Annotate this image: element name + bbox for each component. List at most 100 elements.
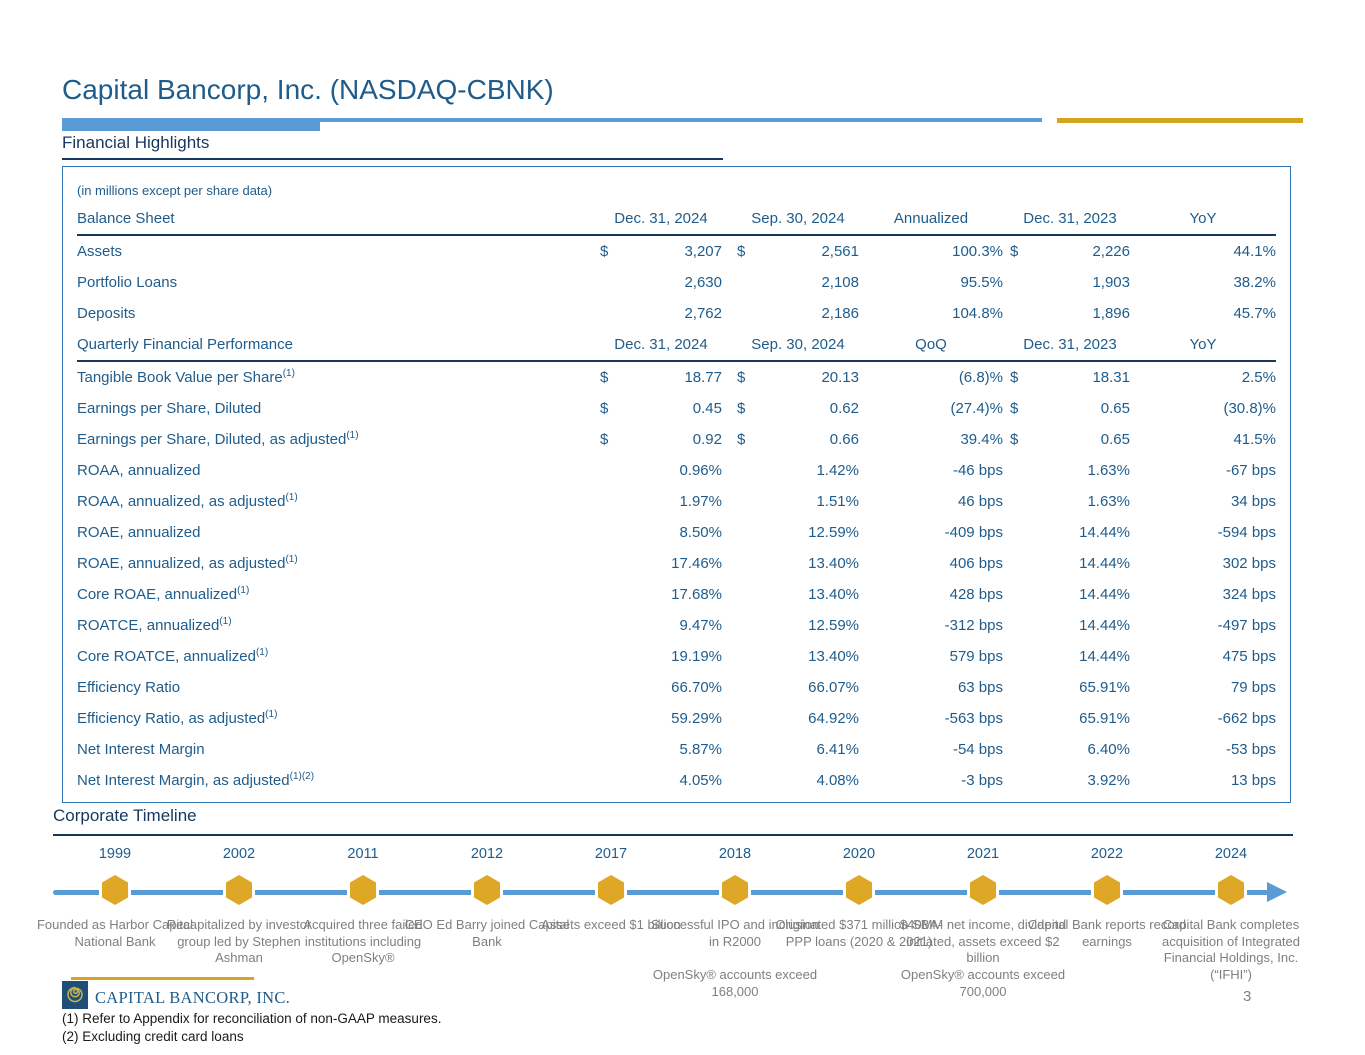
row-label: Net Interest Margin [77,741,205,758]
cell-value: 3.92% [1087,772,1130,789]
dollar-sign: $ [737,243,746,260]
table-row: Efficiency Ratio 66.70% 66.07% 63 bps 65.91%… [77,672,1276,703]
dollar-sign: $ [1010,400,1019,417]
cell-value: (27.4)% [950,400,1003,417]
cell-value: 2.5% [1241,369,1276,386]
cell-value: 12.59% [808,524,859,541]
cell-value: 13 bps [1230,772,1276,789]
cell-value: 2,762 [684,305,722,322]
cell-value: 3,207 [684,243,722,260]
table-section-header: Quarterly Financial Performance Dec. 31, … [77,329,1276,362]
column-header: Sep. 30, 2024 [751,210,845,227]
row-label: Core ROAE, annualized(1) [77,585,250,604]
table-row: ROAA, annualized 0.96% 1.42% -46 bps 1.63% -6… [77,455,1276,486]
row-label: Efficiency Ratio, as adjusted(1) [77,709,278,728]
cell-value: 17.46% [671,555,722,572]
cell-value: (6.8)% [958,369,1003,386]
column-header: YoY [1189,210,1217,227]
cell-value: -67 bps [1225,462,1276,479]
cell-value: 66.70% [671,679,722,696]
cell-value: 0.62 [829,400,859,417]
cell-value: 428 bps [949,586,1003,603]
cell-value: 4.08% [816,772,859,789]
cell-value: 2,226 [1092,243,1130,260]
table-row: Tangible Book Value per Share(1) $18.77 $2… [77,362,1276,393]
footnote-marker: (1) [219,616,232,627]
table-row: Assets $3,207 $2,561 100.3% $2,226 44.1% [77,236,1276,267]
cell-value: 59.29% [671,710,722,727]
timeline-event-description: $40MM net income, dividend initiated, as… [899,917,1067,999]
timeline-event: 2012 CEO Ed Barry joined Capital Bank [405,846,570,1000]
cell-value: -662 bps [1217,710,1276,727]
row-label: Core ROATCE, annualized(1) [77,647,269,666]
cell-value: 1.97% [679,493,722,510]
timeline-arrow-icon [1267,882,1287,902]
cell-value: 0.92 [692,431,722,448]
timeline-event: 2018 Successful IPO and inclusion in R200… [651,846,819,1000]
hexagon-fill [598,875,624,905]
cell-value: 0.96% [679,462,722,479]
timeline-year: 1999 [98,846,132,862]
hexagon-fill [102,875,128,905]
timeline-marker-hexagon-icon [99,872,131,908]
row-label: ROAE, annualized [77,524,201,541]
cell-value: 2,186 [821,305,859,322]
cell-value: 12.59% [808,617,859,634]
cell-value: 104.8% [952,305,1003,322]
page-title: Capital Bancorp, Inc. (NASDAQ-CBNK) [62,74,554,105]
cell-value: 2,108 [821,274,859,291]
cell-value: 79 bps [1230,679,1276,696]
dollar-sign: $ [600,400,609,417]
footnote-marker: (1) [237,585,250,596]
cell-value: 20.13 [821,369,859,386]
cell-value: 6.40% [1087,741,1130,758]
cell-value: 63 bps [957,679,1003,696]
timeline-marker-hexagon-icon [843,872,875,908]
cell-value: 39.4% [960,431,1003,448]
timeline-line [53,890,1269,895]
cell-value: -46 bps [952,462,1003,479]
timeline-event-description: Founded as Harbor Capital National Bank [36,917,194,949]
table-row: Portfolio Loans 2,630 2,108 95.5% 1,903 38.2% [77,267,1276,298]
cell-value: 66.07% [808,679,859,696]
cell-value: 65.91% [1079,679,1130,696]
timeline-year: 2024 [1214,846,1248,862]
timeline-year: 2022 [1090,846,1124,862]
row-label: Portfolio Loans [77,274,178,291]
timeline-marker-hexagon-icon [967,872,999,908]
table-row: ROAA, annualized, as adjusted(1) 1.97% 1.5… [77,486,1276,517]
cell-value: 13.40% [808,586,859,603]
dollar-sign: $ [1010,431,1019,448]
hexagon-fill [1218,875,1244,905]
hexagon-fill [350,875,376,905]
timeline-event: 2020 Originated $371 million SBA-PPP loan… [776,846,943,1000]
timeline-marker-hexagon-icon [347,872,379,908]
timeline-year: 2002 [222,846,256,862]
cell-value: 41.5% [1233,431,1276,448]
cell-value: -54 bps [952,741,1003,758]
financial-highlights-heading: Financial Highlights [62,133,723,160]
cell-value: 579 bps [949,648,1003,665]
cell-value: 0.45 [692,400,722,417]
row-label: Earnings per Share, Diluted, as adjusted… [77,430,359,449]
top-accent-bar-thick [62,118,320,131]
timeline-event-description: Successful IPO and inclusion in R2000 Op… [650,917,820,999]
cell-value: 18.31 [1092,369,1130,386]
column-header: Dec. 31, 2024 [614,336,708,353]
logo-text: CAPITAL BANCORP, INC. [95,988,291,1007]
column-header: Dec. 31, 2023 [1023,336,1117,353]
dollar-sign: $ [737,400,746,417]
row-label: Efficiency Ratio [77,679,181,696]
timeline-event-description: Originated $371 million SBA-PPP loans (2… [775,917,943,949]
timeline-event: 2022 Capital Bank reports record earnings [1028,846,1186,1000]
timeline-marker-hexagon-icon [719,872,751,908]
timeline-event-description: Recapitalized by investor group led by S… [166,917,312,966]
table-row: Earnings per Share, Diluted $0.45 $0.62 (27… [77,393,1276,424]
cell-value: 4.05% [679,772,722,789]
cell-value: -53 bps [1225,741,1276,758]
timeline-event-description: Capital Bank reports record earnings [1027,917,1187,949]
cell-value: 1.42% [816,462,859,479]
cell-value: 475 bps [1222,648,1276,665]
cell-value: 34 bps [1230,493,1276,510]
timeline-marker-hexagon-icon [223,872,255,908]
